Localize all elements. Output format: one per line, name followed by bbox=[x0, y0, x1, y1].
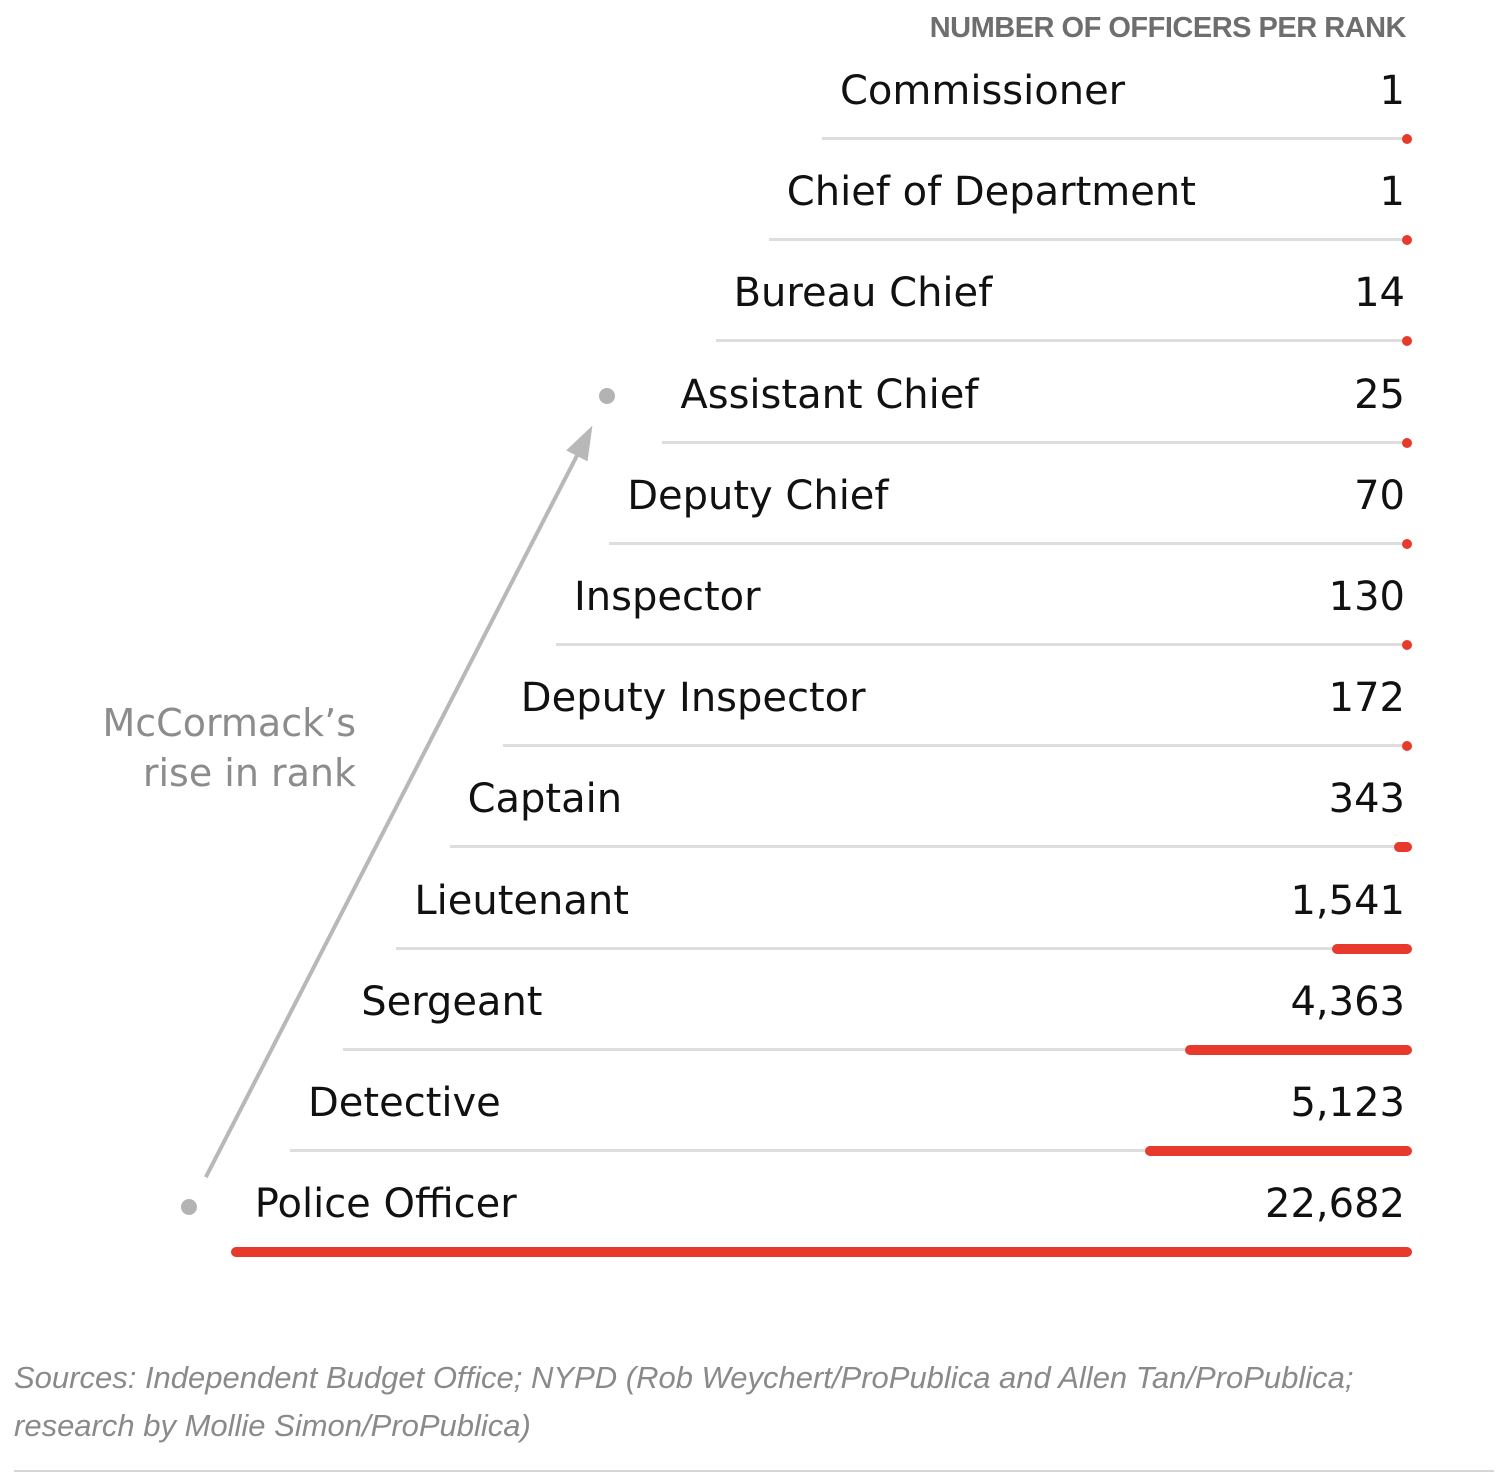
rank-bar bbox=[1331, 943, 1412, 954]
rank-bar bbox=[231, 1247, 1412, 1258]
rank-bar bbox=[1184, 1044, 1412, 1055]
rank-divider bbox=[715, 339, 1412, 343]
rank-value: 14 bbox=[1354, 270, 1405, 317]
rank-value: 130 bbox=[1328, 574, 1405, 620]
rank-bar bbox=[1402, 741, 1412, 752]
chart-title: NUMBER OF OFFICERS PER RANK bbox=[929, 12, 1407, 44]
rank-divider bbox=[662, 440, 1412, 444]
rank-bar bbox=[1402, 235, 1412, 246]
rank-bar bbox=[1402, 134, 1412, 144]
rank-divider bbox=[556, 643, 1412, 646]
rank-label: Lieutenant bbox=[414, 877, 629, 924]
rank-label: Detective bbox=[308, 1080, 501, 1126]
rise-annotation-line-1: McCormack’s bbox=[102, 701, 357, 745]
rank-bar bbox=[1402, 538, 1412, 549]
rank-label: Captain bbox=[467, 776, 623, 823]
rank-label: Bureau Chief bbox=[733, 270, 993, 317]
rise-annotation: McCormack’s rise in rank bbox=[103, 698, 357, 798]
rank-bar bbox=[1145, 1146, 1412, 1156]
rank-label: Police Officer bbox=[254, 1181, 517, 1228]
rise-annotation-line-2: rise in rank bbox=[142, 751, 356, 795]
source-line-2: research by Mollie Simon/ProPublica) bbox=[14, 1408, 531, 1443]
rank-value: 22,682 bbox=[1265, 1181, 1405, 1228]
rank-divider bbox=[609, 541, 1412, 545]
rank-divider bbox=[343, 1047, 1412, 1051]
source-line-1: Sources: Independent Budget Office; NYPD… bbox=[14, 1360, 1354, 1395]
rank-value: 343 bbox=[1328, 776, 1405, 823]
rank-value: 1 bbox=[1379, 169, 1405, 216]
rank-label: Assistant Chief bbox=[680, 371, 979, 418]
rank-divider bbox=[768, 238, 1412, 242]
source-note: Sources: Independent Budget Office; NYPD… bbox=[14, 1354, 1494, 1450]
rise-end-dot bbox=[599, 387, 616, 404]
rank-value: 70 bbox=[1354, 472, 1405, 519]
rank-value: 25 bbox=[1354, 371, 1405, 418]
rank-bar bbox=[1402, 336, 1412, 347]
rank-value: 5,123 bbox=[1290, 1080, 1405, 1126]
rank-bar bbox=[1402, 640, 1412, 650]
rank-bar bbox=[1402, 437, 1412, 448]
rank-value: 172 bbox=[1328, 675, 1405, 722]
rank-value: 4,363 bbox=[1290, 978, 1405, 1025]
rank-divider bbox=[502, 744, 1412, 748]
rank-value: 1,541 bbox=[1290, 877, 1405, 924]
rise-start-dot bbox=[180, 1199, 197, 1216]
rank-value: 1 bbox=[1379, 68, 1405, 114]
rank-label: Deputy Inspector bbox=[520, 675, 866, 722]
rank-divider bbox=[290, 1149, 1412, 1152]
rank-label: Inspector bbox=[574, 574, 761, 620]
rank-divider bbox=[822, 137, 1412, 140]
rank-label: Deputy Chief bbox=[627, 472, 889, 519]
rise-arrow-head bbox=[566, 425, 593, 462]
rank-divider bbox=[449, 845, 1412, 849]
rank-label: Commissioner bbox=[840, 68, 1126, 114]
rank-divider bbox=[396, 946, 1412, 950]
rise-arrow-line bbox=[204, 451, 581, 1179]
bottom-divider bbox=[14, 1470, 1494, 1472]
rank-label: Chief of Department bbox=[786, 169, 1196, 216]
rank-label: Sergeant bbox=[361, 978, 543, 1025]
rank-bar bbox=[1394, 842, 1412, 853]
